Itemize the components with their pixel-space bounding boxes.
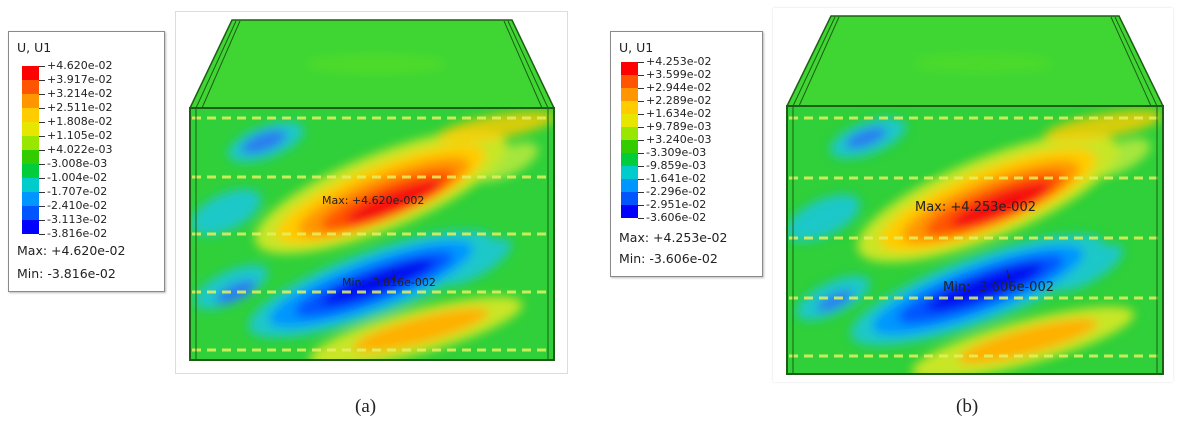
legend-tick: +1.105e-02	[39, 130, 112, 142]
color-scale-swatch	[22, 192, 39, 206]
color-scale-swatch	[621, 192, 638, 205]
legend-tick: +4.253e-02	[638, 56, 711, 68]
color-scale-swatch	[22, 122, 39, 136]
legend-tick: +1.808e-02	[39, 116, 112, 128]
color-scale-swatch	[621, 153, 638, 166]
color-scale-swatch	[22, 136, 39, 150]
min-label: Min: -3.816e-002	[342, 276, 436, 289]
legend-max: Max: +4.620e-02	[17, 243, 126, 258]
color-scale-swatch	[621, 75, 638, 88]
legend-tick: +3.599e-02	[638, 69, 711, 81]
legend-tick: -2.410e-02	[39, 200, 107, 212]
color-scale-swatch	[621, 88, 638, 101]
legend-min: Min: -3.606e-02	[619, 251, 718, 266]
min-label: Min: -3.606e-002	[943, 280, 1054, 295]
legend-tick: +1.634e-02	[638, 108, 711, 120]
legend-tick: -3.008e-03	[39, 158, 107, 170]
color-scale-swatch	[22, 164, 39, 178]
caption-a: (a)	[355, 396, 377, 417]
legend-max: Max: +4.253e-02	[619, 230, 728, 245]
color-scale-swatch	[621, 127, 638, 140]
legend-tick: -3.816e-02	[39, 228, 107, 240]
color-scale-swatch	[621, 62, 638, 75]
legend-tick: +2.511e-02	[39, 102, 112, 114]
color-scale-swatch	[22, 206, 39, 220]
color-scale-swatch	[621, 101, 638, 114]
legend-tick: -3.309e-03	[638, 147, 706, 159]
color-scale-swatch	[22, 178, 39, 192]
color-scale-swatch	[22, 108, 39, 122]
color-scale-swatch	[621, 114, 638, 127]
legend-tick: -2.296e-02	[638, 186, 706, 198]
color-scale-swatch	[22, 66, 39, 80]
legend-tick: +4.022e-03	[39, 144, 112, 156]
legend-tick: +4.620e-02	[39, 60, 112, 72]
caption-b: (b)	[956, 396, 979, 417]
legend-tick: +9.789e-03	[638, 121, 711, 133]
legend-title: U, U1	[17, 40, 52, 55]
color-scale-swatch	[621, 179, 638, 192]
legend-min: Min: -3.816e-02	[17, 266, 116, 281]
legend-tick: +3.214e-02	[39, 88, 112, 100]
color-scale-bar	[621, 62, 638, 218]
color-scale-swatch	[22, 94, 39, 108]
contour-svg: Max: +4.620e-002 Min: -3.816e-002	[188, 19, 556, 361]
contour-svg: Max: +4.253e-002 Min: -3.606e-002	[785, 15, 1165, 375]
contour-plot-a: Max: +4.620e-002 Min: -3.816e-002	[175, 11, 568, 374]
legend-tick: +2.289e-02	[638, 95, 711, 107]
color-scale-swatch	[22, 80, 39, 94]
legend-tick: +3.240e-03	[638, 134, 711, 146]
legend-tick: -1.707e-02	[39, 186, 107, 198]
legend-a: U, U1 +4.620e-02 +3.917e-02 +3.214e-02 +…	[8, 31, 165, 292]
legend-tick: -3.113e-02	[39, 214, 107, 226]
legend-b: U, U1 +4.253e-02 +3.599e-02 +2.944e-02 +…	[610, 31, 763, 277]
legend-tick: +2.944e-02	[638, 82, 711, 94]
color-scale-swatch	[621, 205, 638, 218]
legend-tick: +3.917e-02	[39, 74, 112, 86]
max-label: Max: +4.620e-002	[322, 194, 424, 207]
legend-tick: -1.641e-02	[638, 173, 706, 185]
color-scale-swatch	[621, 166, 638, 179]
color-scale-swatch	[621, 140, 638, 153]
legend-tick: -9.859e-03	[638, 160, 706, 172]
color-scale-swatch	[22, 150, 39, 164]
color-scale-bar	[22, 66, 39, 234]
legend-tick: -3.606e-02	[638, 212, 706, 224]
contour-plot-b: Max: +4.253e-002 Min: -3.606e-002	[773, 8, 1173, 382]
legend-tick: -1.004e-02	[39, 172, 107, 184]
legend-title: U, U1	[619, 40, 654, 55]
legend-tick: -2.951e-02	[638, 199, 706, 211]
max-label: Max: +4.253e-002	[915, 200, 1036, 215]
color-scale-swatch	[22, 220, 39, 234]
